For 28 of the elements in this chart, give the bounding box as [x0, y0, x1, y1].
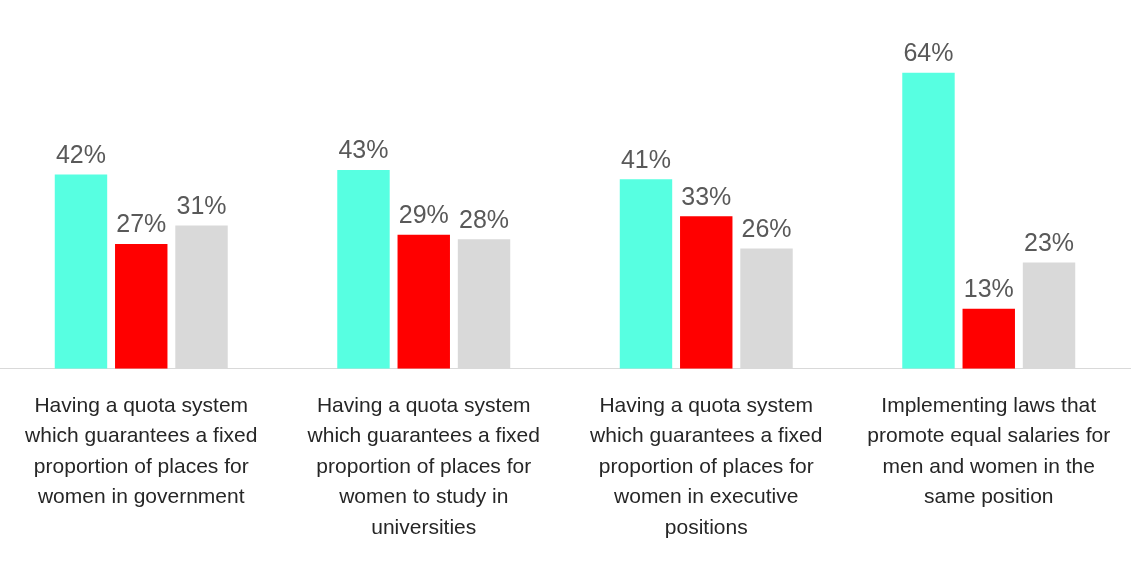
data-label: 29%: [398, 200, 449, 229]
data-label: 23%: [1023, 227, 1075, 256]
data-label: 26%: [741, 213, 792, 242]
bar: [175, 225, 228, 369]
bar: [1022, 262, 1076, 369]
x-tick-label: Having a quota system which guarantees a fixed proportion of places for women in executive positions: [589, 392, 823, 538]
x-tick-label: Having a quota system which guarantees a fixed proportion of places for women to study in universities: [306, 392, 540, 538]
bar: [902, 72, 955, 369]
data-label: 33%: [681, 181, 732, 210]
bar: [54, 174, 108, 369]
x-tick-label: Having a quota system which guarantees a fixed proportion of places for women in government: [24, 392, 258, 508]
bar: [680, 216, 733, 369]
data-label: 41%: [620, 144, 672, 173]
bar: [619, 179, 673, 369]
data-label: 28%: [458, 204, 510, 233]
bar: [962, 308, 1015, 369]
bar: [457, 239, 511, 369]
data-label: 13%: [963, 274, 1014, 303]
bar: [740, 248, 793, 369]
data-label: 43%: [338, 135, 389, 164]
bar: [397, 234, 450, 369]
data-label: 31%: [176, 190, 227, 219]
bar: [337, 169, 390, 369]
data-label: 42%: [55, 139, 107, 168]
x-tick-label: Implementing laws that promote equal salaries for men and women in the same position: [867, 392, 1111, 508]
data-label: 27%: [116, 209, 167, 238]
data-label: 64%: [903, 38, 954, 67]
bar: [115, 243, 168, 369]
